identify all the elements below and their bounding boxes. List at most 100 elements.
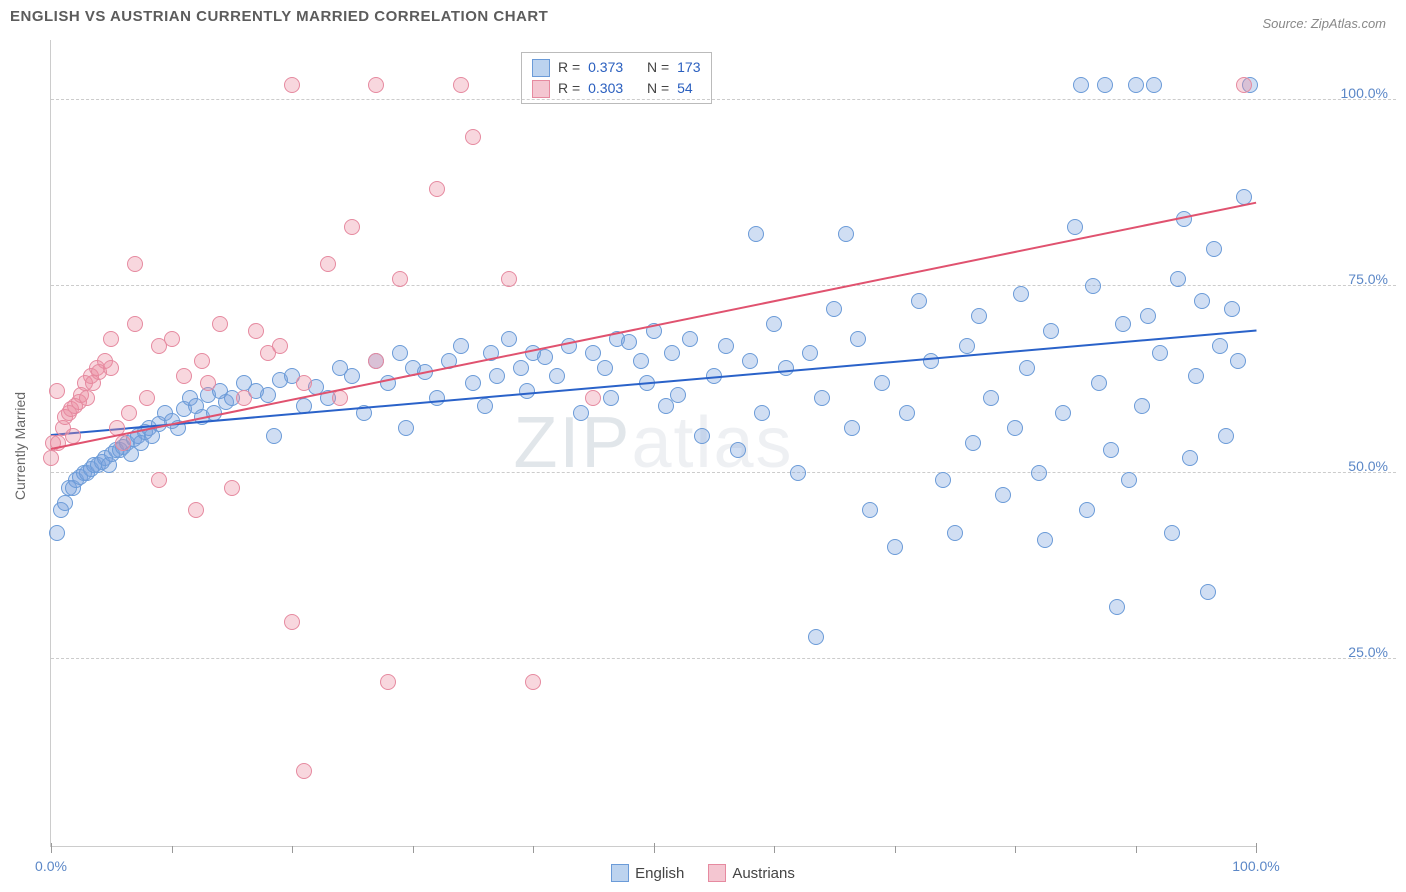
data-point bbox=[296, 763, 312, 779]
gridline-h bbox=[51, 472, 1396, 473]
data-point bbox=[537, 349, 553, 365]
data-point bbox=[519, 383, 535, 399]
data-point bbox=[573, 405, 589, 421]
data-point bbox=[633, 353, 649, 369]
x-tick bbox=[1256, 843, 1257, 853]
data-point bbox=[1140, 308, 1156, 324]
gridline-h bbox=[51, 285, 1396, 286]
data-point bbox=[49, 383, 65, 399]
data-point bbox=[49, 525, 65, 541]
y-tick-label: 100.0% bbox=[1341, 85, 1388, 101]
data-point bbox=[664, 345, 680, 361]
data-point bbox=[838, 226, 854, 242]
legend-stats-box: R = 0.373 N = 173R = 0.303 N = 54 bbox=[521, 52, 712, 104]
data-point bbox=[1103, 442, 1119, 458]
data-point bbox=[501, 271, 517, 287]
data-point bbox=[1007, 420, 1023, 436]
data-point bbox=[1170, 271, 1186, 287]
data-point bbox=[1152, 345, 1168, 361]
data-point bbox=[766, 316, 782, 332]
data-point bbox=[887, 539, 903, 555]
data-point bbox=[730, 442, 746, 458]
data-point bbox=[284, 77, 300, 93]
data-point bbox=[1134, 398, 1150, 414]
data-point bbox=[1079, 502, 1095, 518]
data-point bbox=[802, 345, 818, 361]
gridline-h bbox=[51, 99, 1396, 100]
data-point bbox=[682, 331, 698, 347]
data-point bbox=[236, 390, 252, 406]
stat-n-value: 173 bbox=[677, 57, 700, 78]
data-point bbox=[718, 338, 734, 354]
data-point bbox=[284, 614, 300, 630]
gridline-h bbox=[51, 658, 1396, 659]
data-point bbox=[947, 525, 963, 541]
data-point bbox=[501, 331, 517, 347]
data-point bbox=[923, 353, 939, 369]
data-point bbox=[266, 428, 282, 444]
data-point bbox=[332, 390, 348, 406]
data-point bbox=[65, 428, 81, 444]
stat-n-value: 54 bbox=[677, 78, 693, 99]
data-point bbox=[911, 293, 927, 309]
x-tick bbox=[51, 843, 52, 853]
data-point bbox=[513, 360, 529, 376]
legend-series-label: English bbox=[635, 865, 684, 882]
data-point bbox=[43, 450, 59, 466]
data-point bbox=[1121, 472, 1137, 488]
data-point bbox=[188, 502, 204, 518]
data-point bbox=[398, 420, 414, 436]
data-point bbox=[603, 390, 619, 406]
x-tick bbox=[1136, 846, 1137, 853]
legend-stats-row: R = 0.373 N = 173 bbox=[532, 57, 701, 78]
x-tick bbox=[654, 843, 655, 853]
data-point bbox=[194, 353, 210, 369]
data-point bbox=[585, 390, 601, 406]
data-point bbox=[1043, 323, 1059, 339]
data-point bbox=[1212, 338, 1228, 354]
stat-r-label: R = bbox=[558, 57, 580, 78]
chart-container: ENGLISH VS AUSTRIAN CURRENTLY MARRIED CO… bbox=[0, 0, 1406, 892]
data-point bbox=[139, 390, 155, 406]
stat-n-label: N = bbox=[647, 78, 669, 99]
data-point bbox=[549, 368, 565, 384]
data-point bbox=[1230, 353, 1246, 369]
data-point bbox=[368, 353, 384, 369]
data-point bbox=[1073, 77, 1089, 93]
data-point bbox=[1031, 465, 1047, 481]
data-point bbox=[1224, 301, 1240, 317]
data-point bbox=[115, 435, 131, 451]
data-point bbox=[1097, 77, 1113, 93]
data-point bbox=[899, 405, 915, 421]
stat-r-value: 0.373 bbox=[588, 57, 623, 78]
data-point bbox=[808, 629, 824, 645]
x-tick bbox=[172, 846, 173, 853]
data-point bbox=[1067, 219, 1083, 235]
data-point bbox=[935, 472, 951, 488]
data-point bbox=[151, 472, 167, 488]
legend-series-item: Austrians bbox=[708, 864, 795, 882]
data-point bbox=[597, 360, 613, 376]
stat-r-label: R = bbox=[558, 78, 580, 99]
data-point bbox=[814, 390, 830, 406]
data-point bbox=[465, 129, 481, 145]
data-point bbox=[1236, 77, 1252, 93]
data-point bbox=[392, 345, 408, 361]
plot-wrap: ZIPatlas R = 0.373 N = 173R = 0.303 N = … bbox=[50, 40, 1396, 847]
data-point bbox=[1013, 286, 1029, 302]
y-tick-label: 75.0% bbox=[1348, 271, 1388, 287]
data-point bbox=[1091, 375, 1107, 391]
data-point bbox=[1218, 428, 1234, 444]
data-point bbox=[103, 360, 119, 376]
data-point bbox=[694, 428, 710, 444]
data-point bbox=[971, 308, 987, 324]
legend-stats-row: R = 0.303 N = 54 bbox=[532, 78, 701, 99]
legend-series-label: Austrians bbox=[732, 865, 795, 882]
data-point bbox=[127, 256, 143, 272]
data-point bbox=[344, 219, 360, 235]
data-point bbox=[1128, 77, 1144, 93]
y-axis-title: Currently Married bbox=[12, 392, 28, 500]
chart-title: ENGLISH VS AUSTRIAN CURRENTLY MARRIED CO… bbox=[10, 8, 548, 25]
data-point bbox=[465, 375, 481, 391]
data-point bbox=[1206, 241, 1222, 257]
